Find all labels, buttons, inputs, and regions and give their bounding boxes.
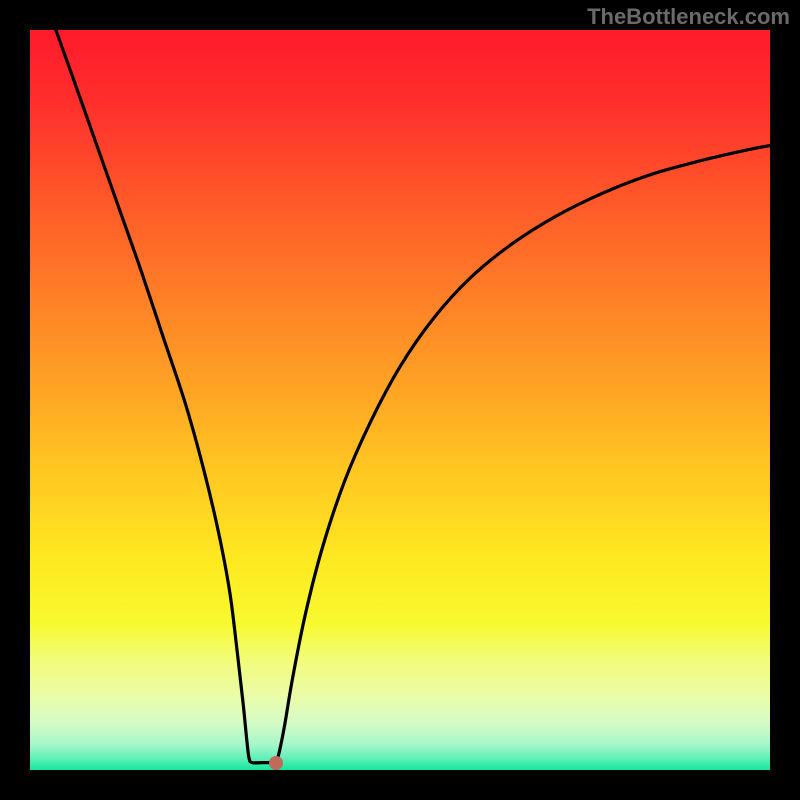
optimum-marker [269, 756, 283, 770]
attribution-label: TheBottleneck.com [587, 4, 790, 30]
bottleneck-curve [30, 30, 770, 770]
plot-area [30, 30, 770, 770]
curve-path [56, 30, 770, 763]
chart-container: TheBottleneck.com [0, 0, 800, 800]
